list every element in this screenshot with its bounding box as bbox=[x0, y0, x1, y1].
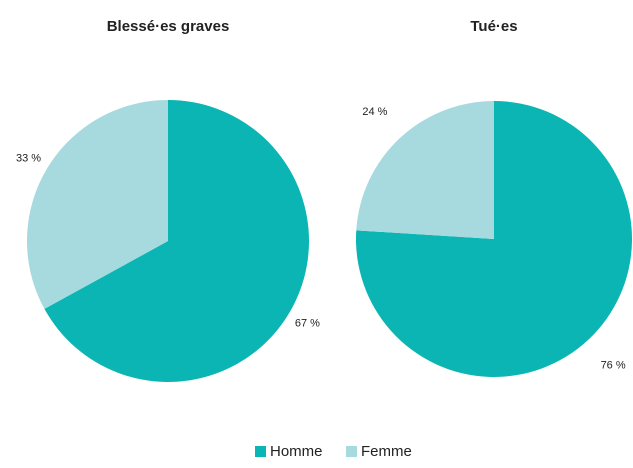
legend-swatch bbox=[255, 446, 266, 457]
pie-slice bbox=[26, 99, 168, 309]
legend-label: Homme bbox=[270, 443, 323, 460]
data-label: 67 % bbox=[295, 317, 320, 329]
data-label: 76 % bbox=[601, 360, 626, 372]
chart-title: Blessé·es graves bbox=[107, 18, 230, 35]
legend-swatch bbox=[346, 446, 357, 457]
chart-title: Tué·es bbox=[470, 18, 517, 35]
data-label: 24 % bbox=[362, 106, 387, 118]
legend-label: Femme bbox=[361, 443, 412, 460]
data-label: 33 % bbox=[16, 152, 41, 164]
pie-slice bbox=[44, 100, 309, 382]
pie-slice bbox=[356, 100, 494, 239]
